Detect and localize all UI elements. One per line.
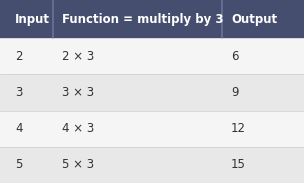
Text: Output: Output — [231, 13, 277, 26]
Bar — [222, 147, 304, 183]
Bar — [222, 0, 304, 38]
Text: 5 × 3: 5 × 3 — [62, 158, 95, 171]
Text: 9: 9 — [231, 86, 239, 99]
Text: 3: 3 — [15, 86, 22, 99]
Text: 2: 2 — [15, 50, 23, 63]
Text: 15: 15 — [231, 158, 246, 171]
Bar — [0, 147, 53, 183]
Text: 12: 12 — [231, 122, 246, 135]
Text: 5: 5 — [15, 158, 22, 171]
Bar — [0, 0, 53, 38]
Bar — [222, 111, 304, 147]
Bar — [222, 74, 304, 111]
Bar — [0, 74, 53, 111]
Bar — [0, 111, 53, 147]
Bar — [0, 38, 53, 74]
Bar — [53, 147, 222, 183]
Text: Input: Input — [15, 13, 50, 26]
Text: 6: 6 — [231, 50, 239, 63]
Bar — [222, 38, 304, 74]
Text: 4: 4 — [15, 122, 23, 135]
Text: Function = multiply by 3: Function = multiply by 3 — [62, 13, 224, 26]
Bar — [53, 0, 222, 38]
Bar — [53, 111, 222, 147]
Bar — [53, 74, 222, 111]
Bar — [53, 38, 222, 74]
Text: 4 × 3: 4 × 3 — [62, 122, 95, 135]
Text: 2 × 3: 2 × 3 — [62, 50, 95, 63]
Text: 3 × 3: 3 × 3 — [62, 86, 95, 99]
